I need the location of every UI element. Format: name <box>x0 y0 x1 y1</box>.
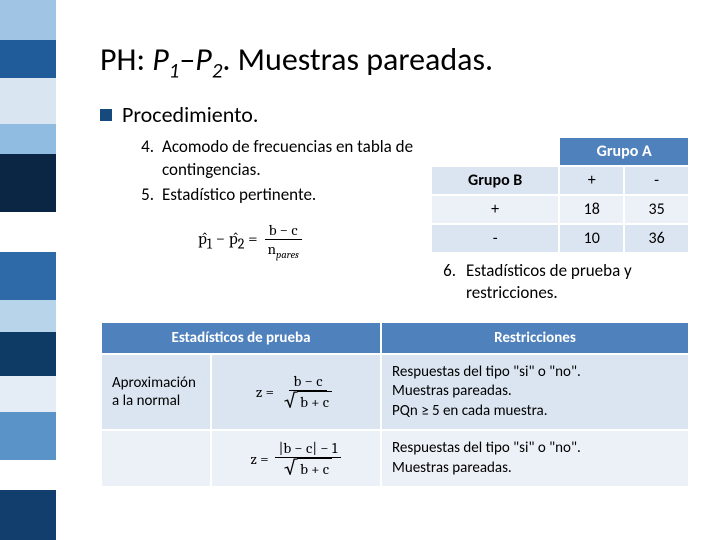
stats-header: Estadísticos de prueba <box>101 322 381 354</box>
z-formula-1: z = b − c √ b + c <box>211 354 381 431</box>
item-text: Estadístico pertinente. <box>162 184 414 207</box>
bullet-square-icon <box>100 109 112 121</box>
list-item-5: 5. Estadístico pertinente. <box>134 184 414 207</box>
col-minus: - <box>624 166 689 195</box>
col-plus: + <box>559 166 624 195</box>
sqrt-icon: √ <box>284 391 297 411</box>
title-p2: P <box>195 40 212 79</box>
item-text: Acomodo de frecuencias en tabla de conti… <box>162 136 414 182</box>
cell-12: 35 <box>624 195 689 224</box>
stripe-segment <box>0 40 56 78</box>
z-formula-2: z = |b − c| − 1 √ b + c <box>211 430 381 487</box>
r2-l2: Muestras pareadas. <box>392 459 678 479</box>
cell-22: 36 <box>624 224 689 253</box>
item-number: 5. <box>134 184 162 207</box>
phat-sub2: 2 <box>238 235 245 252</box>
title-p1: P <box>152 40 169 79</box>
bullet-row: Procedimiento. <box>100 101 690 128</box>
right-column: Grupo A Grupo B + - + 18 35 - 10 36 <box>430 136 690 314</box>
contingency-table: Grupo A Grupo B + - + 18 35 - 10 36 <box>430 136 690 254</box>
z2-den: b + c <box>297 458 332 478</box>
stripe-segment <box>0 78 56 124</box>
stripe-segment <box>0 412 56 460</box>
phat-minus: − <box>216 230 229 249</box>
item-text: Estadísticos de prueba y restricciones. <box>466 260 690 304</box>
stripe-segment <box>0 252 56 300</box>
list-item-6: 6. Estadísticos de prueba y restriccione… <box>430 260 690 304</box>
restrictions-1: Respuestas del tipo "si" o "no". Muestra… <box>381 354 689 431</box>
approx-label: Aproximación a la normal <box>101 354 211 431</box>
phat-sym: p̂ <box>198 230 207 249</box>
left-column: 4. Acomodo de frecuencias en tabla de co… <box>134 136 414 314</box>
decorative-stripe <box>0 0 56 540</box>
z-eq: z = <box>256 383 274 401</box>
row-plus: + <box>431 195 559 224</box>
phat-sym2: p̂ <box>229 230 238 249</box>
z1-den: b + c <box>297 391 332 411</box>
r1-l2: Muestras pareadas. <box>392 382 678 402</box>
row-minus: - <box>431 224 559 253</box>
title-dash: – <box>179 40 195 79</box>
cell-21: 10 <box>559 224 624 253</box>
stripe-segment <box>0 460 56 490</box>
stripe-segment <box>0 332 56 376</box>
phat-eq: = <box>248 230 257 249</box>
group-a-header: Grupo A <box>559 137 689 166</box>
stripe-segment <box>0 300 56 332</box>
title-prefix: PH: <box>100 40 152 79</box>
r1-l3: PQn ≥ 5 en cada muestra. <box>392 402 678 422</box>
stripe-segment <box>0 124 56 154</box>
sqrt-icon: √ <box>284 458 297 478</box>
stripe-segment <box>0 212 56 252</box>
item-number: 6. <box>430 260 466 304</box>
stripe-segment <box>0 0 56 40</box>
r2-l1: Respuestas del tipo "si" o "no". <box>392 439 678 459</box>
restrictions-2: Respuestas del tipo "si" o "no". Muestra… <box>381 430 689 487</box>
cell-11: 18 <box>559 195 624 224</box>
title-sub2: 2 <box>212 57 223 83</box>
stripe-segment <box>0 490 56 540</box>
group-b-header: Grupo B <box>431 166 559 195</box>
bullet-text: Procedimiento. <box>122 101 258 128</box>
r1-l1: Respuestas del tipo "si" o "no". <box>392 363 678 383</box>
stripe-segment <box>0 154 56 212</box>
stripe-segment <box>0 376 56 412</box>
page-title: PH: P1–P2. Muestras pareadas. <box>100 40 690 83</box>
stats-restrictions-table: Estadísticos de prueba Restricciones Apr… <box>100 321 690 489</box>
slide-content: PH: P1–P2. Muestras pareadas. Procedimie… <box>100 40 690 488</box>
title-sub1: 1 <box>169 57 180 83</box>
phat-fraction: b − c npares <box>264 221 303 261</box>
list-item-4: 4. Acomodo de frecuencias en tabla de co… <box>134 136 414 182</box>
approx-label-2 <box>101 430 211 487</box>
item-number: 4. <box>134 136 162 182</box>
phat-formula: p̂1 − p̂2 = b − c npares <box>198 221 414 261</box>
phat-den-n: n <box>268 240 276 258</box>
title-suffix: . Muestras pareadas. <box>222 40 493 79</box>
restrictions-header: Restricciones <box>381 322 689 354</box>
phat-sub1: 1 <box>207 235 212 252</box>
phat-num: b − c <box>265 221 302 240</box>
phat-den-sub: pares <box>276 249 299 261</box>
z2-eq: z = <box>251 450 269 468</box>
